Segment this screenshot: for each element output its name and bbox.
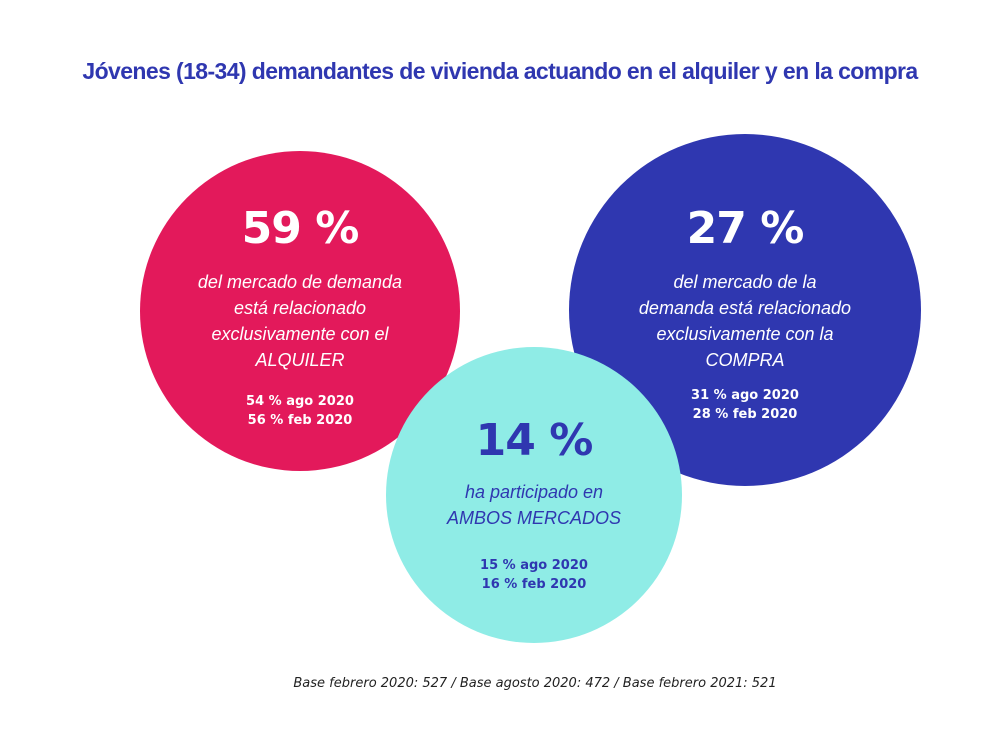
ambos-desc-line: ha participado en: [464, 482, 604, 502]
alquiler-desc-line: está relacionado: [233, 298, 367, 318]
ambos-circle: 14 % ha participado en AMBOS MERCADOS 15…: [386, 347, 682, 643]
alquiler-history: 54 % ago 2020 56 % feb 2020: [140, 392, 460, 430]
alquiler-desc-line: del mercado de demanda: [197, 272, 403, 292]
alquiler-history-feb: 56 % feb 2020: [247, 413, 353, 428]
ambos-history-feb: 16 % feb 2020: [481, 577, 587, 592]
ambos-history-ago: 15 % ago 2020: [480, 558, 588, 573]
compra-desc-line: demanda está relacionado: [638, 298, 852, 318]
alquiler-desc-line: ALQUILER: [255, 350, 345, 370]
compra-history-ago: 31 % ago 2020: [691, 388, 799, 403]
ambos-history: 15 % ago 2020 16 % feb 2020: [386, 556, 682, 594]
ambos-desc-line: AMBOS MERCADOS: [446, 508, 622, 528]
alquiler-description: del mercado de demanda está relacionado …: [140, 269, 460, 373]
alquiler-circle: 59 % del mercado de demanda está relacio…: [140, 151, 460, 471]
alquiler-desc-line: exclusivamente con el: [211, 324, 389, 344]
compra-desc-line: COMPRA: [705, 350, 785, 370]
alquiler-history-ago: 54 % ago 2020: [246, 394, 354, 409]
compra-desc-line: del mercado de la: [673, 272, 817, 292]
alquiler-percentage: 59 %: [241, 203, 360, 254]
compra-history: 31 % ago 2020 28 % feb 2020: [569, 386, 921, 424]
ambos-percentage: 14 %: [475, 415, 594, 466]
ambos-description: ha participado en AMBOS MERCADOS: [386, 479, 682, 531]
compra-desc-line: exclusivamente con la: [656, 324, 834, 344]
chart-title: Jóvenes (18-34) demandantes de vivienda …: [82, 58, 918, 84]
compra-history-feb: 28 % feb 2020: [692, 407, 798, 422]
compra-percentage: 27 %: [686, 203, 805, 254]
sample-base-note: Base febrero 2020: 527 / Base agosto 202…: [293, 676, 777, 691]
compra-description: del mercado de la demanda está relaciona…: [569, 269, 921, 373]
